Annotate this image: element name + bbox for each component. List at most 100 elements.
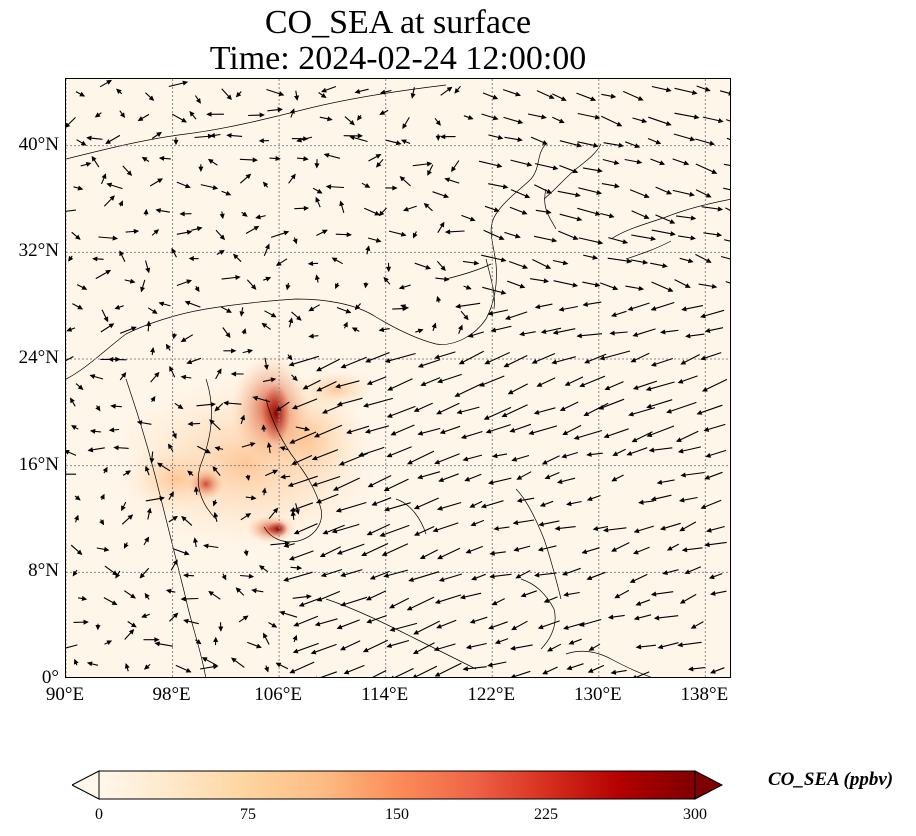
wind-arrow [293,642,319,653]
wind-arrow [316,358,340,372]
wind-arrow [66,209,76,212]
wind-arrow-head [433,646,440,652]
wind-arrow-head [321,229,328,235]
coastline-outlines [66,84,730,677]
wind-arrow-head [336,624,343,630]
wind-arrow [332,523,360,533]
wind-arrow-head [258,565,265,571]
wind-arrow-head [403,206,409,212]
wind-arrow-head [611,476,618,482]
wind-arrow-head [180,596,186,602]
wind-arrow-head [143,664,150,670]
wind-arrow-head [141,156,148,162]
wind-arrow [320,671,337,677]
wind-arrow-head [103,316,109,323]
lat-tick-label: 0° [41,667,59,688]
wind-arrow-head [114,304,121,310]
wind-arrow-head [165,343,171,350]
wind-arrow-head [193,537,198,543]
wind-arrow-head [375,154,382,159]
wind-arrow-head [683,160,690,166]
wind-arrow-head [130,622,137,628]
wind-arrow-head [435,135,441,141]
wind-arrow-head [578,621,585,627]
wind-arrow [646,381,675,391]
wind-arrow [361,543,389,556]
wind-arrow [66,644,78,649]
wind-arrow [284,571,313,582]
wind-arrow-head [219,213,225,220]
wind-arrow-head [487,662,493,668]
wind-arrow-head [542,669,548,675]
wind-arrow [413,665,438,677]
wind-arrow-head [684,569,691,575]
wind-arrow-head [689,136,696,142]
wind-arrow-head [195,639,202,645]
wind-arrow [363,397,393,407]
wind-arrow-head [646,403,652,409]
wind-arrow-head [666,408,672,414]
wind-arrow-head [172,333,178,340]
wind-arrow-head [345,308,352,314]
wind-arrow-head [103,546,110,552]
wind-arrow-head [456,409,463,415]
wind-arrow-head [208,590,214,597]
wind-arrow-head [613,159,620,165]
wind-arrow-head [436,409,442,415]
wind-arrow-head [101,173,107,180]
wind-arrow-head [576,216,583,222]
wind-arrow-head [316,596,323,602]
wind-arrow-head [603,433,610,439]
wind-arrow-head [718,118,724,124]
wind-arrow-head [313,432,320,438]
wind-arrow-head [642,259,649,265]
wind-arrow-head [99,493,105,500]
wind-arrow-head [528,430,535,436]
wind-arrow-head [108,427,115,433]
wind-arrow-head [514,233,521,239]
wind-arrow-head [462,666,469,672]
wind-arrow-head [167,443,173,450]
wind-arrow-head [379,532,386,537]
wind-arrow-head [235,91,242,98]
wind-arrow-head [366,618,373,624]
wind-arrow-head [306,594,312,600]
wind-arrow-head [367,482,374,488]
wind-arrow-head [390,430,397,436]
wind-arrow-head [346,232,352,238]
wind-arrow [723,187,730,191]
wind-arrow-head [287,482,294,487]
wind-arrow-head [632,385,639,390]
wind-arrow-head [631,437,638,443]
wind-arrow-head [556,478,563,484]
wind-arrow-head [251,495,257,501]
wind-arrow-head [660,525,666,531]
wind-arrow [382,543,409,556]
wind-arrow [384,502,411,511]
wind-arrow-head [628,411,634,417]
wind-arrow [720,255,730,260]
wind-arrow-head [358,451,364,457]
map-title: CO_SEA at surface [264,4,532,41]
colorbar-tick-label: 150 [385,806,409,823]
wind-arrow-head [531,359,538,364]
wind-arrow-head [314,274,320,281]
wind-arrow [481,254,506,262]
wind-arrow-head [293,621,300,627]
wind-arrow-head [133,228,140,234]
wind-arrow-head [289,108,295,114]
wind-arrow [726,137,730,141]
wind-arrow-head [261,424,267,430]
wind-arrow-head [656,479,663,485]
wind-arrow-head [637,95,644,101]
wind-arrow-head [653,615,660,621]
wind-arrow-head [371,500,378,506]
wind-arrow-head [645,386,652,392]
wind-arrow-head [493,525,499,531]
wind-arrow-head [392,185,398,191]
wind-arrow-head [364,428,371,434]
wind-arrow-head [338,460,345,466]
wind-arrow-head [109,195,115,201]
wind-arrow-head [151,308,158,314]
wind-arrow-head [395,140,402,146]
